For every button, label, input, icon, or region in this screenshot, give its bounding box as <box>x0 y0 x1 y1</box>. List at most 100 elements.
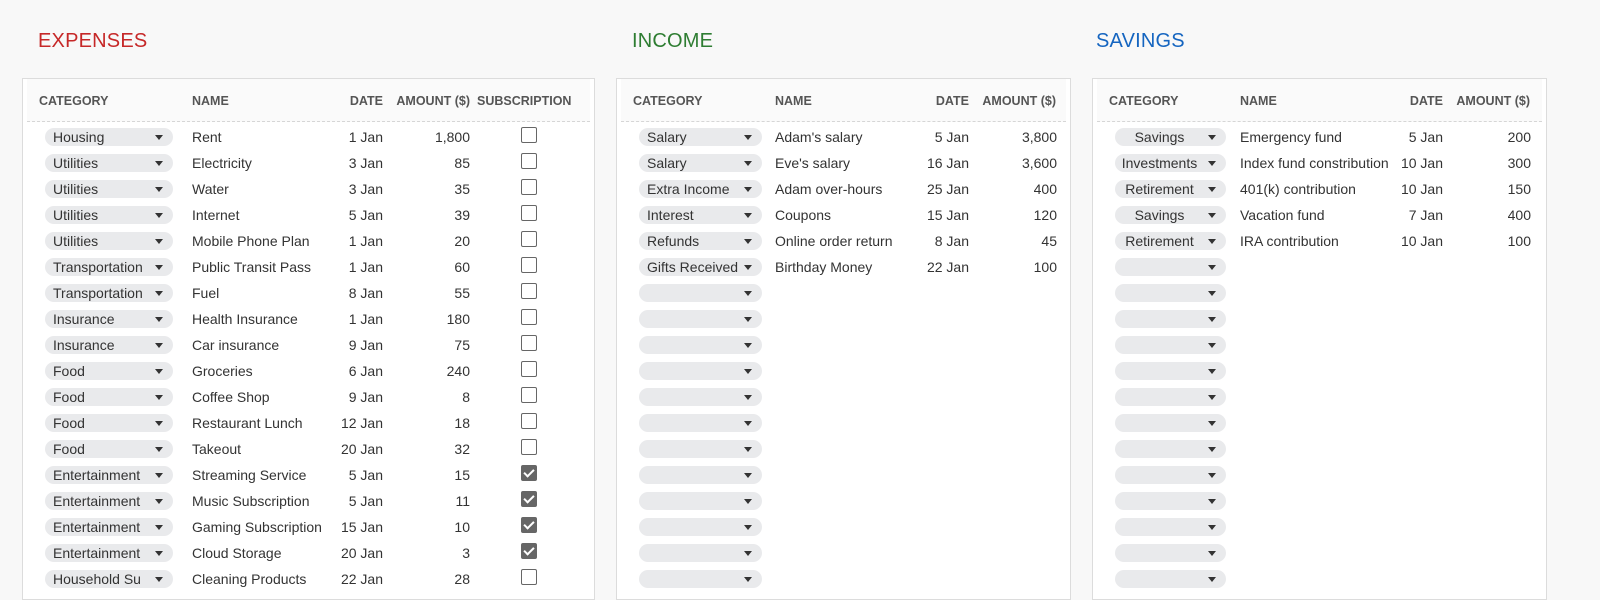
amount-cell[interactable]: 400 <box>1507 207 1531 223</box>
amount-cell[interactable]: 45 <box>1041 233 1057 249</box>
header-name[interactable]: NAME <box>775 94 812 108</box>
category-select[interactable] <box>639 544 762 562</box>
category-select[interactable] <box>1115 284 1226 302</box>
category-select[interactable] <box>639 466 762 484</box>
amount-cell[interactable]: 150 <box>1507 181 1531 197</box>
header-amount[interactable]: AMOUNT ($) <box>982 94 1056 108</box>
category-select[interactable] <box>639 310 762 328</box>
category-select[interactable]: Refunds <box>639 232 762 250</box>
header-name[interactable]: NAME <box>192 94 229 108</box>
date-cell[interactable]: 16 Jan <box>926 155 969 171</box>
category-select[interactable]: Salary <box>639 154 762 172</box>
category-select[interactable]: Investments <box>1115 154 1226 172</box>
category-select[interactable]: Entertainment <box>45 466 173 484</box>
category-select[interactable]: Food <box>45 414 173 432</box>
amount-cell[interactable]: 3 <box>462 545 470 561</box>
category-select[interactable]: Savings <box>1115 206 1226 224</box>
category-select[interactable] <box>639 336 762 354</box>
category-select[interactable]: Household Su <box>45 570 173 588</box>
category-select[interactable]: Interest <box>639 206 762 224</box>
amount-cell[interactable]: 20 <box>454 233 470 249</box>
subscription-checkbox[interactable] <box>521 257 537 273</box>
category-select[interactable] <box>639 492 762 510</box>
category-select[interactable] <box>1115 336 1226 354</box>
date-cell[interactable]: 5 Jan <box>348 467 383 483</box>
name-cell[interactable]: Public Transit Pass <box>192 259 312 275</box>
name-cell[interactable]: Rent <box>192 129 222 145</box>
subscription-checkbox[interactable] <box>521 205 537 221</box>
category-select[interactable]: Utilities <box>45 206 173 224</box>
amount-cell[interactable]: 100 <box>1033 259 1057 275</box>
category-select[interactable]: Salary <box>639 128 762 146</box>
category-select[interactable] <box>1115 570 1226 588</box>
name-cell[interactable]: Coffee Shop <box>192 389 270 405</box>
category-select[interactable] <box>639 284 762 302</box>
date-cell[interactable]: 12 Jan <box>340 415 383 431</box>
category-select[interactable] <box>1115 414 1226 432</box>
name-cell[interactable]: Takeout <box>192 441 242 457</box>
date-cell[interactable]: 6 Jan <box>348 363 383 379</box>
amount-cell[interactable]: 240 <box>446 363 470 379</box>
date-cell[interactable]: 5 Jan <box>348 207 383 223</box>
date-cell[interactable]: 1 Jan <box>348 129 383 145</box>
date-cell[interactable]: 3 Jan <box>348 155 383 171</box>
name-cell[interactable]: Cleaning Products <box>192 571 307 587</box>
date-cell[interactable]: 9 Jan <box>348 389 383 405</box>
subscription-checkbox[interactable] <box>521 439 537 455</box>
date-cell[interactable]: 20 Jan <box>340 441 383 457</box>
date-cell[interactable]: 1 Jan <box>348 259 383 275</box>
amount-cell[interactable]: 3,600 <box>1021 155 1057 171</box>
category-select[interactable] <box>1115 258 1226 276</box>
category-select[interactable] <box>639 570 762 588</box>
category-select[interactable]: Entertainment <box>45 492 173 510</box>
date-cell[interactable]: 1 Jan <box>348 311 383 327</box>
name-cell[interactable]: Index fund constribution <box>1240 155 1389 171</box>
name-cell[interactable]: Adam's salary <box>775 129 863 145</box>
amount-cell[interactable]: 120 <box>1033 207 1057 223</box>
subscription-checkbox[interactable] <box>521 231 537 247</box>
subscription-checkbox[interactable] <box>521 491 537 507</box>
category-select[interactable]: Insurance <box>45 336 173 354</box>
date-cell[interactable]: 15 Jan <box>926 207 969 223</box>
name-cell[interactable]: Health Insurance <box>192 311 298 327</box>
date-cell[interactable]: 10 Jan <box>1400 155 1443 171</box>
date-cell[interactable]: 22 Jan <box>340 571 383 587</box>
name-cell[interactable]: Online order return <box>775 233 893 249</box>
category-select[interactable]: Food <box>45 388 173 406</box>
category-select[interactable] <box>1115 388 1226 406</box>
category-select[interactable]: Transportation <box>45 258 173 276</box>
name-cell[interactable]: Restaurant Lunch <box>192 415 303 431</box>
date-cell[interactable]: 5 Jan <box>1408 129 1443 145</box>
amount-cell[interactable]: 55 <box>454 285 470 301</box>
amount-cell[interactable]: 15 <box>454 467 470 483</box>
name-cell[interactable]: Vacation fund <box>1240 207 1325 223</box>
subscription-checkbox[interactable] <box>521 309 537 325</box>
amount-cell[interactable]: 35 <box>454 181 470 197</box>
category-select[interactable]: Retirement <box>1115 232 1226 250</box>
category-select[interactable] <box>639 414 762 432</box>
name-cell[interactable]: Emergency fund <box>1240 129 1342 145</box>
name-cell[interactable]: Internet <box>192 207 240 223</box>
subscription-checkbox[interactable] <box>521 543 537 559</box>
header-amount[interactable]: AMOUNT ($) <box>396 94 470 108</box>
name-cell[interactable]: Groceries <box>192 363 253 379</box>
date-cell[interactable]: 7 Jan <box>1408 207 1443 223</box>
amount-cell[interactable]: 10 <box>454 519 470 535</box>
amount-cell[interactable]: 39 <box>454 207 470 223</box>
date-cell[interactable]: 10 Jan <box>1400 233 1443 249</box>
date-cell[interactable]: 5 Jan <box>934 129 969 145</box>
subscription-checkbox[interactable] <box>521 335 537 351</box>
category-select[interactable] <box>639 518 762 536</box>
name-cell[interactable]: Gaming Subscription <box>192 519 322 535</box>
name-cell[interactable]: Electricity <box>192 155 252 171</box>
header-amount[interactable]: AMOUNT ($) <box>1456 94 1530 108</box>
name-cell[interactable]: Eve's salary <box>775 155 851 171</box>
subscription-checkbox[interactable] <box>521 127 537 143</box>
date-cell[interactable]: 8 Jan <box>934 233 969 249</box>
category-select[interactable] <box>1115 362 1226 380</box>
name-cell[interactable]: Car insurance <box>192 337 280 353</box>
header-date[interactable]: DATE <box>349 94 383 108</box>
header-subscription[interactable]: SUBSCRIPTION <box>477 94 572 108</box>
category-select[interactable] <box>1115 440 1226 458</box>
subscription-checkbox[interactable] <box>521 179 537 195</box>
